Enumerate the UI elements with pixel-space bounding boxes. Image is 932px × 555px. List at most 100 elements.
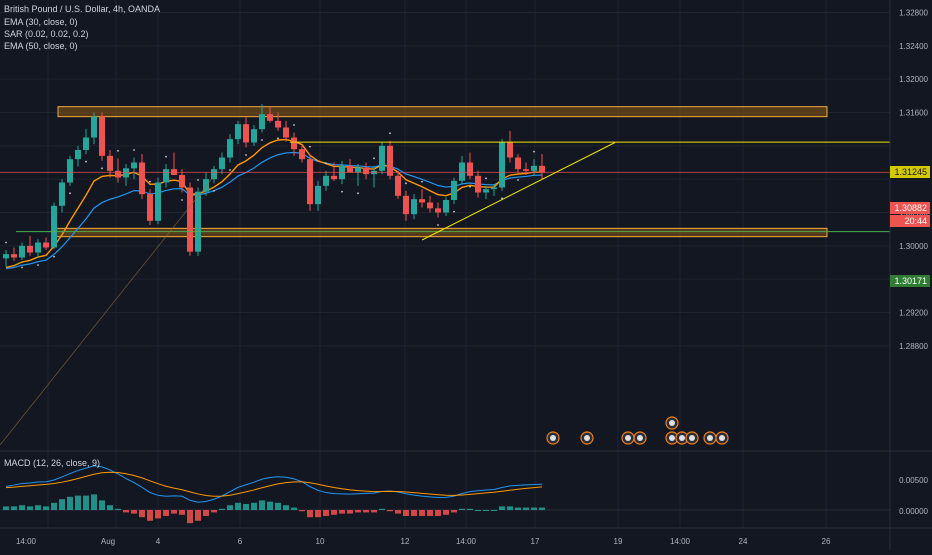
candle-body: [387, 145, 393, 176]
sar-dot: [213, 189, 215, 192]
symbol-title[interactable]: British Pound / U.S. Dollar, 4h, OANDA: [4, 4, 161, 14]
macd-histogram-bar: [99, 500, 105, 510]
event-flag-icon: [550, 435, 556, 441]
drawing-lines[interactable]: [0, 141, 890, 446]
indicator-sar[interactable]: SAR (0.02, 0.02, 0.2): [4, 29, 89, 39]
macd-line: [5, 465, 543, 503]
macd-signal-line: [5, 471, 543, 497]
macd-histogram-bar: [307, 510, 313, 518]
candle-body: [131, 162, 137, 169]
macd-histogram-bar: [235, 502, 241, 510]
macd-histogram-bar: [371, 510, 377, 513]
sar-dot: [325, 162, 327, 165]
candle-body: [107, 155, 113, 171]
price-tick-label: 1.28800: [899, 342, 928, 351]
price-tick-label: 1.32800: [899, 9, 928, 18]
candle-body: [491, 187, 497, 190]
macd-legend[interactable]: MACD (12, 26, close, 9): [4, 458, 101, 468]
sar-dot: [421, 180, 423, 183]
macd-histogram-bar: [347, 510, 353, 514]
indicator-ema50[interactable]: EMA (50, close, 0): [4, 41, 78, 51]
sar-dot: [341, 190, 343, 193]
time-tick-label: 6: [238, 537, 243, 546]
sar-dot: [437, 224, 439, 226]
macd-histogram-bar: [523, 507, 529, 510]
sar-dot: [229, 169, 231, 171]
candle-body: [379, 145, 385, 171]
event-flag-icon: [669, 435, 675, 441]
macd-histogram-bar: [539, 507, 545, 510]
candle-body: [3, 254, 9, 259]
candle-body: [11, 254, 17, 258]
macd-histogram-bar: [267, 501, 273, 510]
candle-body: [227, 139, 233, 158]
candle-body: [499, 142, 505, 188]
sar-dot: [277, 137, 279, 140]
candle-body: [443, 200, 449, 213]
macd-histogram-bar: [387, 510, 393, 512]
candle-body: [291, 137, 297, 150]
macd-histogram-bar: [443, 510, 449, 515]
macd-histogram-bar: [339, 510, 345, 514]
sar-dot: [69, 192, 71, 195]
macd-histogram-bar: [531, 507, 537, 510]
macd-histogram-bar: [67, 496, 73, 510]
candle-body: [515, 157, 521, 170]
macd-histogram-bar: [403, 510, 409, 516]
price-tick-label: 1.32000: [899, 75, 928, 84]
macd-histogram-bar: [195, 510, 201, 521]
macd-histogram-bar: [355, 510, 361, 513]
macd-histogram-bar: [379, 508, 385, 510]
candle-body: [323, 175, 329, 186]
candle-body: [243, 124, 249, 143]
sar-dot: [373, 157, 375, 160]
sar-dot: [453, 210, 455, 213]
candle-body: [427, 202, 433, 209]
event-flag-icon: [669, 420, 675, 426]
sar-dot: [293, 124, 295, 126]
macd-histogram-bar: [75, 495, 81, 510]
macd-histogram-bar: [59, 499, 65, 510]
macd-histogram-bar: [147, 510, 153, 521]
macd-histogram-bar: [395, 510, 401, 514]
candle-body: [211, 169, 217, 180]
sr-zone: [51, 227, 828, 238]
candle-body: [235, 124, 241, 140]
candle-body: [139, 162, 145, 195]
candle-body: [283, 127, 289, 138]
sar-dot: [533, 150, 535, 153]
macd-histogram-bar: [251, 502, 257, 510]
candle-body: [411, 199, 417, 215]
candle-body: [179, 175, 185, 188]
sar-dot: [37, 264, 39, 266]
candle-body: [299, 149, 305, 160]
candle-body: [523, 169, 529, 171]
sar-dot: [5, 241, 7, 244]
candle-body: [51, 205, 57, 248]
candle-body: [355, 167, 361, 173]
macd-pane: [0, 465, 890, 524]
candle-body: [123, 168, 129, 178]
candle-body: [531, 165, 537, 171]
macd-histogram-bar: [315, 510, 321, 518]
candle-body: [67, 159, 73, 183]
sar-dot: [261, 139, 263, 141]
price-tick-label: 1.32400: [899, 42, 928, 51]
candle-body: [155, 182, 161, 221]
macd-histogram-bar: [179, 510, 185, 515]
resistance-price-tag: 1.31245: [890, 166, 930, 178]
sar-dot: [309, 145, 311, 148]
macd-histogram-bar: [139, 510, 145, 518]
sar-dot: [517, 179, 519, 181]
events-layer[interactable]: [546, 416, 729, 445]
candle-body: [195, 191, 201, 252]
macd-histogram-bar: [35, 505, 41, 510]
indicator-ema30[interactable]: EMA (30, close, 0): [4, 17, 78, 27]
sar-dot: [165, 155, 167, 158]
countdown-tag: 20:44: [890, 215, 930, 227]
macd-histogram-bar: [411, 510, 417, 516]
fib-ray: [0, 174, 216, 446]
macd-histogram-bar: [331, 510, 337, 515]
